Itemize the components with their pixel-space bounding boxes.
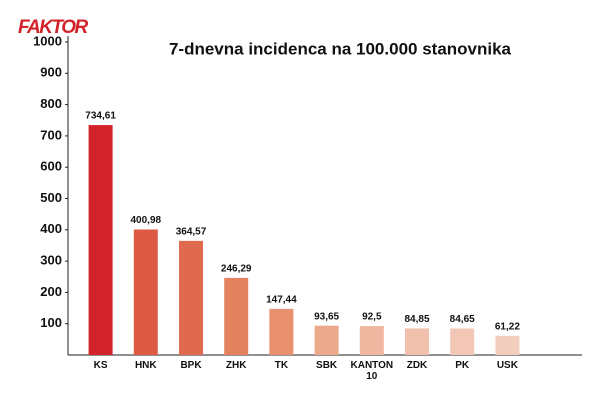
x-tick-label: HNK bbox=[134, 360, 157, 371]
y-tick-label: 200 bbox=[40, 284, 62, 299]
bar bbox=[133, 229, 158, 355]
bar bbox=[450, 328, 475, 355]
chart-title: 7-dnevna incidenca na 100.000 stanovnika bbox=[169, 39, 512, 58]
value-label: 92,5 bbox=[362, 312, 382, 323]
x-tick-label: BPK bbox=[180, 360, 202, 371]
x-tick-label: ZDK bbox=[406, 360, 428, 371]
x-tick-label: TK bbox=[274, 360, 289, 371]
bar bbox=[495, 335, 520, 355]
x-tick-label: KS bbox=[93, 360, 108, 371]
bar bbox=[88, 125, 113, 355]
bar bbox=[405, 328, 429, 355]
bar bbox=[269, 308, 294, 355]
x-tick-label: ZHK bbox=[225, 360, 247, 371]
x-tick-label: PK bbox=[455, 360, 470, 371]
x-tick-label: USK bbox=[496, 360, 518, 371]
y-tick-label: 900 bbox=[40, 65, 62, 80]
y-tick-label: 400 bbox=[40, 221, 62, 236]
y-tick-label: 1000 bbox=[33, 33, 62, 48]
value-label: 61,22 bbox=[495, 321, 520, 332]
logo: FAKTOR bbox=[18, 17, 89, 38]
y-tick-label: 700 bbox=[40, 127, 62, 142]
value-label: 147,44 bbox=[266, 294, 297, 305]
value-label: 364,57 bbox=[176, 227, 207, 238]
value-label: 400,98 bbox=[131, 215, 162, 226]
y-tick-label: 100 bbox=[40, 315, 62, 330]
y-tick-label: 500 bbox=[40, 190, 62, 205]
x-tick-label: SBK bbox=[316, 360, 338, 371]
value-label: 734,61 bbox=[85, 111, 116, 122]
value-label: 84,65 bbox=[450, 314, 475, 325]
bar bbox=[314, 325, 339, 355]
value-label: 93,65 bbox=[314, 311, 339, 322]
y-tick-label: 800 bbox=[40, 96, 62, 111]
x-tick-label: KANTON 10 bbox=[350, 360, 394, 382]
y-tick-label: 600 bbox=[40, 159, 62, 174]
bar bbox=[224, 277, 249, 355]
y-tick-label: 300 bbox=[40, 253, 62, 268]
value-label: 84,85 bbox=[404, 314, 429, 325]
value-label: 246,29 bbox=[221, 264, 252, 275]
bar bbox=[359, 326, 384, 355]
bar bbox=[179, 240, 203, 355]
